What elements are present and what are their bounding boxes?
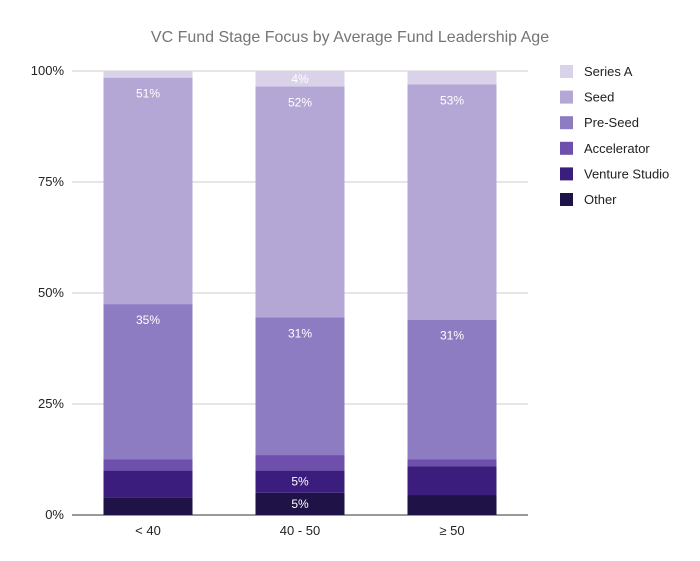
data-label: 31% bbox=[440, 329, 464, 343]
data-label: 31% bbox=[288, 326, 312, 340]
chart-title: VC Fund Stage Focus by Average Fund Lead… bbox=[151, 29, 549, 46]
bars bbox=[103, 71, 497, 515]
y-tick-label: 100% bbox=[31, 63, 65, 78]
y-tick-label: 50% bbox=[38, 285, 64, 300]
legend-swatch bbox=[560, 193, 573, 206]
bar-segment-other bbox=[407, 495, 497, 515]
legend-label: Venture Studio bbox=[584, 166, 669, 181]
bar-segment-other bbox=[103, 497, 193, 515]
bar-segment-pre-seed bbox=[103, 304, 193, 460]
bar-segment-venture-studio bbox=[255, 470, 345, 493]
legend: Series A Seed Pre-Seed Accelerator Venture S… bbox=[560, 64, 669, 207]
legend-swatch bbox=[560, 90, 573, 104]
bar-segment-series-a bbox=[407, 71, 497, 85]
legend-label: Pre-Seed bbox=[584, 115, 639, 130]
y-tick-label: 25% bbox=[38, 396, 64, 411]
x-tick-label: 40 - 50 bbox=[280, 523, 320, 538]
y-tick-label: 75% bbox=[38, 174, 64, 189]
legend-label: Accelerator bbox=[584, 141, 650, 156]
data-label: 51% bbox=[136, 87, 160, 101]
legend-swatch bbox=[560, 116, 573, 130]
bar-segment-seed bbox=[407, 84, 497, 320]
bar-segment-series-a bbox=[103, 71, 193, 78]
bar-segment-accelerator bbox=[103, 459, 193, 471]
y-axis: 0% 25% 50% 75% 100% bbox=[31, 63, 65, 522]
x-axis: < 40 40 - 50 ≥ 50 bbox=[135, 523, 464, 538]
bar-segment-pre-seed bbox=[407, 319, 497, 460]
bar-segment-accelerator bbox=[255, 455, 345, 471]
bar-segment-other bbox=[255, 492, 345, 515]
bar-segment-seed bbox=[255, 86, 345, 318]
bar-segment-venture-studio bbox=[407, 466, 497, 496]
bar-segment-seed bbox=[103, 77, 193, 305]
legend-swatch bbox=[560, 65, 573, 78]
legend-label: Series A bbox=[584, 64, 633, 79]
data-label: 35% bbox=[136, 313, 160, 327]
bar-segment-series-a bbox=[255, 71, 345, 87]
data-label: 5% bbox=[291, 475, 309, 489]
data-label: 53% bbox=[440, 93, 464, 107]
bar-segment-accelerator bbox=[407, 459, 497, 467]
x-tick-label: ≥ 50 bbox=[439, 523, 464, 538]
data-label: 5% bbox=[291, 497, 309, 511]
legend-label: Seed bbox=[584, 90, 614, 105]
data-label: 4% bbox=[291, 72, 309, 86]
legend-label: Other bbox=[584, 192, 617, 207]
data-labels: 35% 51% 5% 5% 31% 52% 4% 31% 53% bbox=[136, 72, 464, 511]
bar-segment-pre-seed bbox=[255, 317, 345, 456]
legend-swatch bbox=[560, 141, 573, 155]
bar-segment-venture-studio bbox=[103, 470, 193, 498]
y-tick-label: 0% bbox=[45, 507, 64, 522]
legend-swatch bbox=[560, 167, 573, 181]
x-tick-label: < 40 bbox=[135, 523, 161, 538]
data-label: 52% bbox=[288, 96, 312, 110]
